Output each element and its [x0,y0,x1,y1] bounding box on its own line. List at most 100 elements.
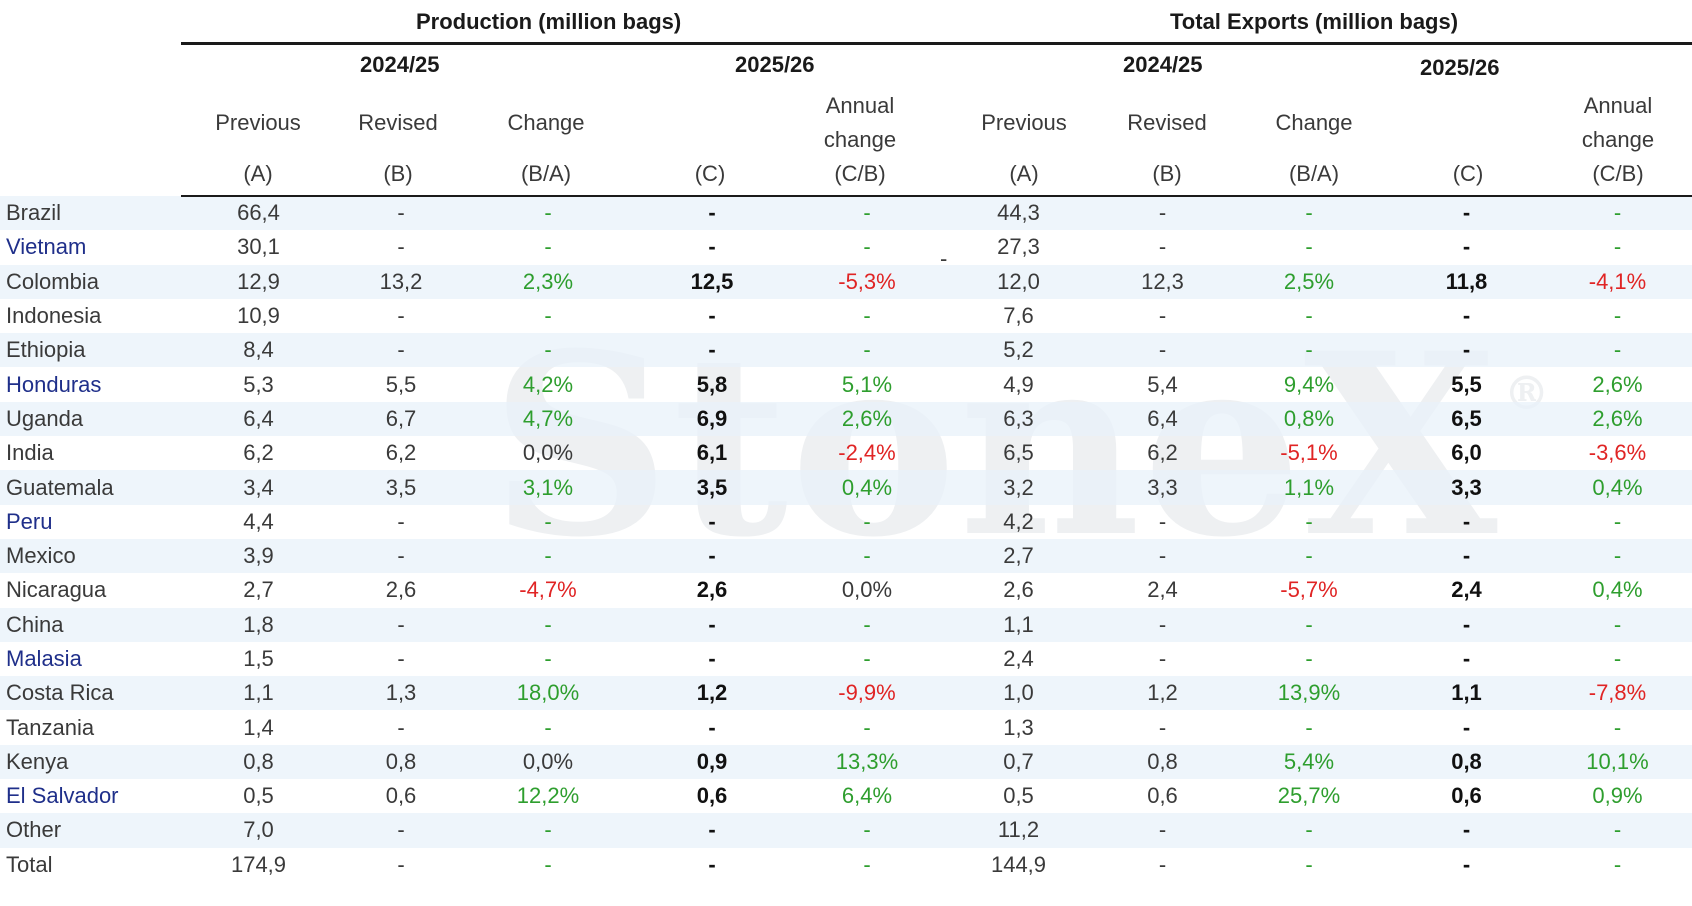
prod-revised-cell: 2,6 [385,577,417,603]
prod-annual-change-cell: 13,3% [794,744,940,780]
exp-previous-cell: 4,9 [1003,371,1034,397]
country-cell: Nicaragua [6,577,107,603]
prod-revised-cell: - [336,607,466,642]
country-cell: Ethiopia [0,333,181,368]
prod-annual-change-cell: - [863,851,871,877]
prod-revised-cell: - [336,813,466,848]
prod-annual-change-cell: 0,4% [794,470,940,505]
prod-revised-cell: - [397,851,405,877]
table-row: Ethiopia 8,4- - - -5,2- - - - [0,333,1692,368]
prod-revised-cell: - [397,508,405,534]
country-cell: Total [6,851,53,877]
prod-previous-cell: 6,2 [243,440,274,466]
table-row: Kenya 0,8 0,8 0,0% 0,9 13,3% 0,7 0,8 5,4% 0,8 10,1… [0,744,1692,780]
country-cell: Brazil [0,196,181,231]
prod-previous-header: Previous [215,110,301,135]
exp-previous-cell: 3,2 [940,470,1097,505]
prod-change-cell: 12,2% [516,783,580,809]
country-cell: Guatemala [0,470,181,505]
exp-2025-cell: - [1462,646,1471,671]
exp-revised-cell: - [1158,646,1167,671]
exp-2025-cell: - [1390,607,1543,642]
exp-previous-cell: 7,6 [1003,303,1034,329]
prod-change-cell: 3,1% [466,470,630,505]
country-cell: India [6,440,54,466]
exports-title: Total Exports (million bags) [1170,9,1459,34]
exp-c-header: (C) [1452,161,1484,186]
exp-2025-cell: - [1390,538,1543,574]
coffee-data-table: Brazil 66,4- - - -44,3- - - - Vietnam 30,1- - - -27,… [0,196,1692,882]
exp-change-cell: 1,1% [1228,470,1390,505]
exp-previous-cell: 1,1 [940,607,1097,642]
exp-2025-cell: 5,5 [1451,371,1482,397]
exp-revised-cell: 3,3 [1097,470,1228,505]
prod-revised-cell: 6,2 [385,440,417,466]
prod-2025-cell: 6,1 [696,440,728,466]
exp-change-cell: 5,4% [1228,744,1390,780]
prod-previous-cell: 5,3 [243,371,274,397]
exp-2025-cell: 2,4 [1451,577,1482,603]
prod-change-cell: - [544,508,552,534]
table-row: Total 174,9 - - - - 144,9 - - - - [0,848,1692,882]
country-cell: Vietnam [6,234,87,260]
exp-revised-cell: 0,6 [1147,783,1178,809]
prod-previous-cell: 4,4 [243,508,274,534]
table-row: Nicaragua 2,7 2,6 -4,7% 2,6 0,0% 2,6 2,4 -5,7% 2,… [0,573,1692,607]
country-cell: Kenya [0,744,181,780]
prod-previous-cell: 1,4 [243,714,274,740]
country-cell: Indonesia [6,303,102,329]
exp-annual-change-cell: 0,4% [1592,577,1643,603]
prod-change-cell: 18,0% [466,676,630,711]
prod-previous-cell: 1,1 [181,676,336,711]
prod-annual-header-2: change [823,127,897,152]
table-row: Tanzania 1,4 - - - - 1,3 - - - - [0,710,1692,744]
prod-change-cell: - [466,607,630,642]
prod-previous-cell: 1,5 [243,646,274,671]
exp-revised-cell: - [1097,813,1228,848]
exp-2025-cell: - [1462,714,1471,740]
prod-previous-cell: 3,9 [181,538,336,574]
exp-2025-cell: 3,3 [1390,470,1543,505]
exp-previous-cell: 6,5 [1003,440,1034,466]
exp-2025-cell: - [1390,333,1543,368]
prod-previous-cell: 6,4 [181,401,336,437]
prod-year-2024-25: 2024/25 [360,52,440,77]
exp-previous-cell: 44,3 [940,196,1097,231]
exp-2025-cell: - [1462,508,1471,534]
production-title: Production (million bags) [416,9,682,34]
prod-change-cell: 4,2% [522,371,574,397]
table-row: Brazil 66,4- - - -44,3- - - - [0,196,1692,231]
prod-year-2025-26: 2025/26 [735,52,815,77]
exp-revised-cell: - [1158,714,1167,740]
prod-change-cell: - [544,714,552,740]
exp-previous-cell: 6,3 [940,401,1097,437]
prod-revised-cell: 1,3 [336,676,466,711]
prod-2025-cell: - [630,333,794,368]
exp-revised-cell: - [1097,196,1228,231]
exp-change-cell: -5,1% [1280,440,1338,466]
exp-revised-cell: 12,3 [1097,264,1228,299]
exp-annual-change-cell: - [1613,646,1622,671]
exp-annual-change-cell: - [1613,508,1622,534]
exp-revised-cell: 6,2 [1147,440,1178,466]
exp-change-cell: - [1305,714,1313,740]
prod-2025-cell: - [708,714,716,740]
table-row: Vietnam 30,1 - - - - 27,3 - - - - [0,230,1692,264]
prod-2025-cell: 12,5 [630,264,794,299]
exp-year-2025-26: 2025/26 [1420,55,1500,80]
prod-annual-change-cell: - [794,333,940,368]
header-bottom-rule [181,195,1692,197]
table-row: Costa Rica 1,1 1,3 18,0% 1,2 -9,9% 1,0 1,2 13,9%… [0,676,1692,711]
prod-previous-cell: 30,1 [237,234,280,260]
exp-annual-change-cell: - [1543,196,1692,231]
exp-2025-cell: - [1390,813,1543,848]
prod-2025-cell: 0,9 [630,744,794,780]
exp-2025-cell: - [1462,234,1471,260]
prod-revised-header: Revised [358,110,438,135]
prod-2025-cell: - [630,538,794,574]
exp-change-cell: - [1305,303,1313,329]
exp-previous-cell: 2,7 [940,538,1097,574]
prod-2025-cell: - [708,851,716,877]
prod-annual-change-cell: - [863,646,871,671]
exp-change-cell: 0,8% [1228,401,1390,437]
